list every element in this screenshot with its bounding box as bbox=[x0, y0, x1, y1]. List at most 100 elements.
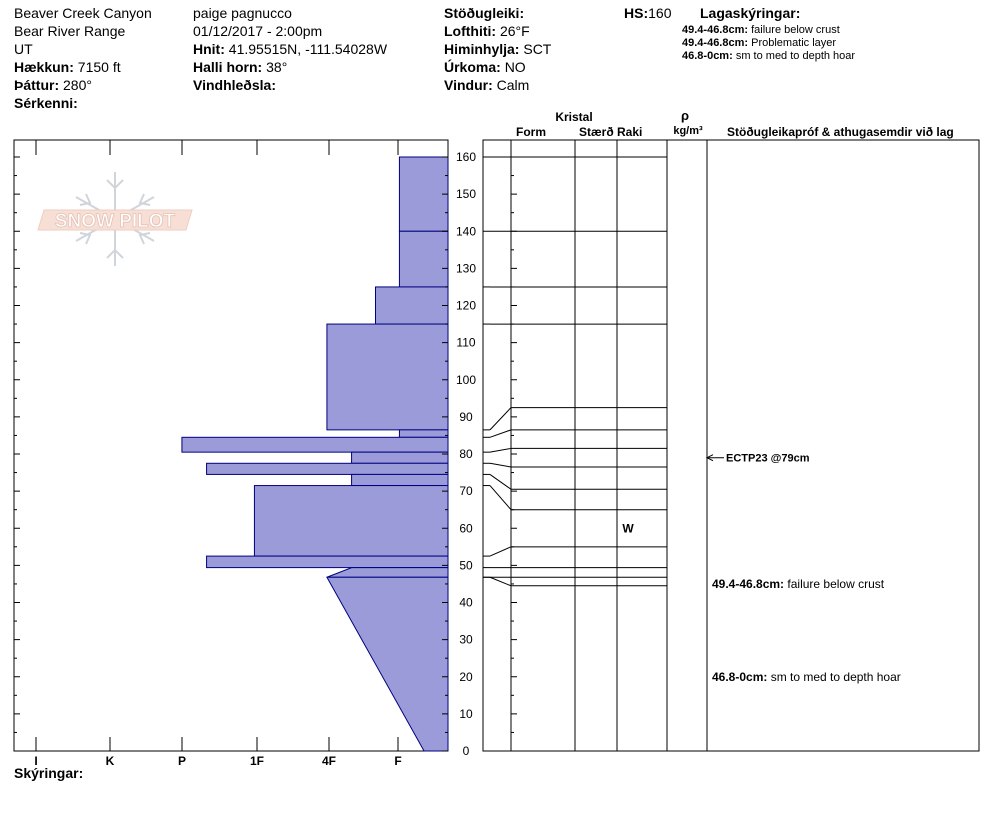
layer-connector bbox=[489, 474, 512, 490]
elevation: Hækkun: 7150 ft bbox=[14, 59, 121, 75]
precipitation: Úrkoma: NO bbox=[444, 59, 526, 75]
hardness-bar bbox=[398, 156, 449, 232]
moisture-header: Raki bbox=[617, 125, 642, 139]
layer-connector bbox=[489, 485, 512, 511]
legend-range: 49.4-46.8cm: bbox=[682, 24, 749, 36]
snow-height: HS:160 bbox=[624, 5, 671, 21]
air-temp-label: Lofthiti: bbox=[444, 23, 497, 39]
height-tick-label: 50 bbox=[459, 558, 473, 572]
hardness-bar bbox=[326, 576, 449, 752]
hardness-bar bbox=[206, 555, 449, 569]
elevation-value: 7150 ft bbox=[77, 59, 121, 75]
legend-range: 46.8-0cm: bbox=[682, 50, 733, 62]
annotation-note: sm to med to depth hoar bbox=[771, 670, 901, 684]
height-tick-label: 80 bbox=[459, 447, 473, 461]
slope-value: 38° bbox=[266, 59, 288, 75]
coords-value: 41.95515N, -111.54028W bbox=[228, 41, 388, 57]
features-label: Sérkenni: bbox=[14, 95, 78, 111]
air-temperature: Lofthiti: 26°F bbox=[444, 23, 530, 39]
wind-loading-label: Vindhleðsla: bbox=[193, 77, 276, 93]
sky-label: Himinhylja: bbox=[444, 41, 520, 57]
legend-item: 49.4-46.8cm: failure below crust bbox=[682, 24, 840, 37]
hardness-tick-label: 1F bbox=[250, 754, 264, 768]
snowpilot-logo: SNOW PILOT bbox=[37, 172, 193, 266]
state: UT bbox=[14, 41, 33, 57]
wind-value: Calm bbox=[496, 77, 530, 93]
annotation-text: 46.8-0cm: sm to med to depth hoar bbox=[712, 670, 901, 684]
aspect-label: Þáttur: bbox=[14, 77, 60, 93]
height-tick-label: 130 bbox=[456, 261, 476, 275]
hs-label: HS: bbox=[624, 5, 649, 21]
layer-connector bbox=[489, 462, 512, 468]
annotation-arrow-head bbox=[705, 454, 714, 462]
layer-table-frame bbox=[482, 139, 980, 752]
annotation-range: 46.8-0cm: bbox=[712, 670, 771, 684]
layer-connector bbox=[489, 576, 512, 587]
height-tick-label: 100 bbox=[456, 373, 476, 387]
legend-item: 49.4-46.8cm: Problematic layer bbox=[682, 37, 836, 50]
layer-connector bbox=[489, 407, 512, 431]
crystal-header: Kristal bbox=[555, 110, 592, 124]
hardness-bar bbox=[351, 473, 449, 487]
comments-header: Stöðugleikapróf & athugasemdir við lag bbox=[727, 125, 954, 139]
hardness-bar bbox=[326, 323, 449, 431]
annotation-range: 49.4-46.8cm: bbox=[712, 577, 787, 591]
legend-text: failure below crust bbox=[751, 24, 840, 36]
sky-cover: Himinhylja: SCT bbox=[444, 41, 551, 57]
hardness-bar bbox=[206, 462, 449, 475]
hs-value: 160 bbox=[648, 5, 672, 21]
height-tick-label: 60 bbox=[459, 521, 473, 535]
annotation-text: 49.4-46.8cm: failure below crust bbox=[712, 577, 885, 591]
hardness-bar bbox=[181, 436, 449, 453]
height-tick-label: 30 bbox=[459, 633, 473, 647]
date-time: 01/12/2017 - 2:00pm bbox=[193, 23, 323, 39]
legend-item: 46.8-0cm: sm to med to depth hoar bbox=[682, 50, 855, 63]
slope-label: Halli horn: bbox=[193, 59, 263, 75]
hardness-tick-label: K bbox=[106, 754, 115, 768]
hardness-tick-label: I bbox=[34, 754, 37, 768]
hardness-bar bbox=[253, 485, 449, 557]
height-axis: 0 10 20 30 40 50 60 70 80 90 100 110 120 130 140 150 160 bbox=[14, 150, 517, 758]
hardness-bar bbox=[375, 286, 449, 325]
legend-title: Lagaskýringar: bbox=[700, 5, 801, 21]
size-header: Stærð bbox=[579, 125, 614, 139]
sky-value: SCT bbox=[523, 41, 552, 57]
layer-connector bbox=[489, 546, 512, 557]
annotation-note: failure below crust bbox=[787, 577, 884, 591]
height-tick-label: 40 bbox=[459, 596, 473, 610]
height-tick-label: 120 bbox=[456, 299, 476, 313]
stability-label: Stöðugleiki: bbox=[444, 5, 525, 21]
wind-label: Vindur: bbox=[444, 77, 493, 93]
legend-range: 49.4-46.8cm: bbox=[682, 37, 749, 49]
height-tick-label: 20 bbox=[459, 670, 473, 684]
location-name: Beaver Creek Canyon bbox=[14, 5, 152, 21]
snowpilot-logo-text: SNOW PILOT bbox=[55, 211, 176, 232]
height-tick-label: 10 bbox=[459, 707, 473, 721]
observer: paige pagnucco bbox=[193, 5, 292, 21]
hardness-bar bbox=[398, 230, 449, 288]
height-tick-label: 70 bbox=[459, 484, 473, 498]
layer-table: W ECTP23 @79cm 49.4-46.8cm: failure below… bbox=[482, 139, 980, 752]
hardness-bar bbox=[326, 567, 449, 578]
hardness-tick-label: P bbox=[178, 754, 186, 768]
hardness-plot: I K P 1F 4F F bbox=[13, 139, 449, 768]
height-tick-label: 110 bbox=[456, 336, 475, 350]
annotation-text: ECTP23 @79cm bbox=[726, 453, 810, 465]
height-tick-label: 0 bbox=[463, 744, 470, 758]
wind: Vindur: Calm bbox=[444, 77, 529, 93]
density-symbol: ρ bbox=[681, 108, 689, 123]
form-header: Form bbox=[516, 125, 546, 139]
legend-text: sm to med to depth hoar bbox=[735, 50, 856, 62]
layer-connector bbox=[489, 429, 512, 438]
hardness-tick-label: 4F bbox=[322, 754, 336, 768]
coords-label: Hnit: bbox=[193, 41, 225, 57]
height-tick-label: 90 bbox=[459, 410, 473, 424]
height-tick-label: 150 bbox=[456, 187, 476, 201]
hardness-bar bbox=[398, 429, 449, 438]
moisture-mark: W bbox=[622, 521, 634, 535]
slope-angle: Halli horn: 38° bbox=[193, 59, 287, 75]
elevation-label: Hækkun: bbox=[14, 59, 74, 75]
density-unit: kg/m³ bbox=[673, 125, 703, 137]
mountain-range: Bear River Range bbox=[14, 23, 126, 39]
